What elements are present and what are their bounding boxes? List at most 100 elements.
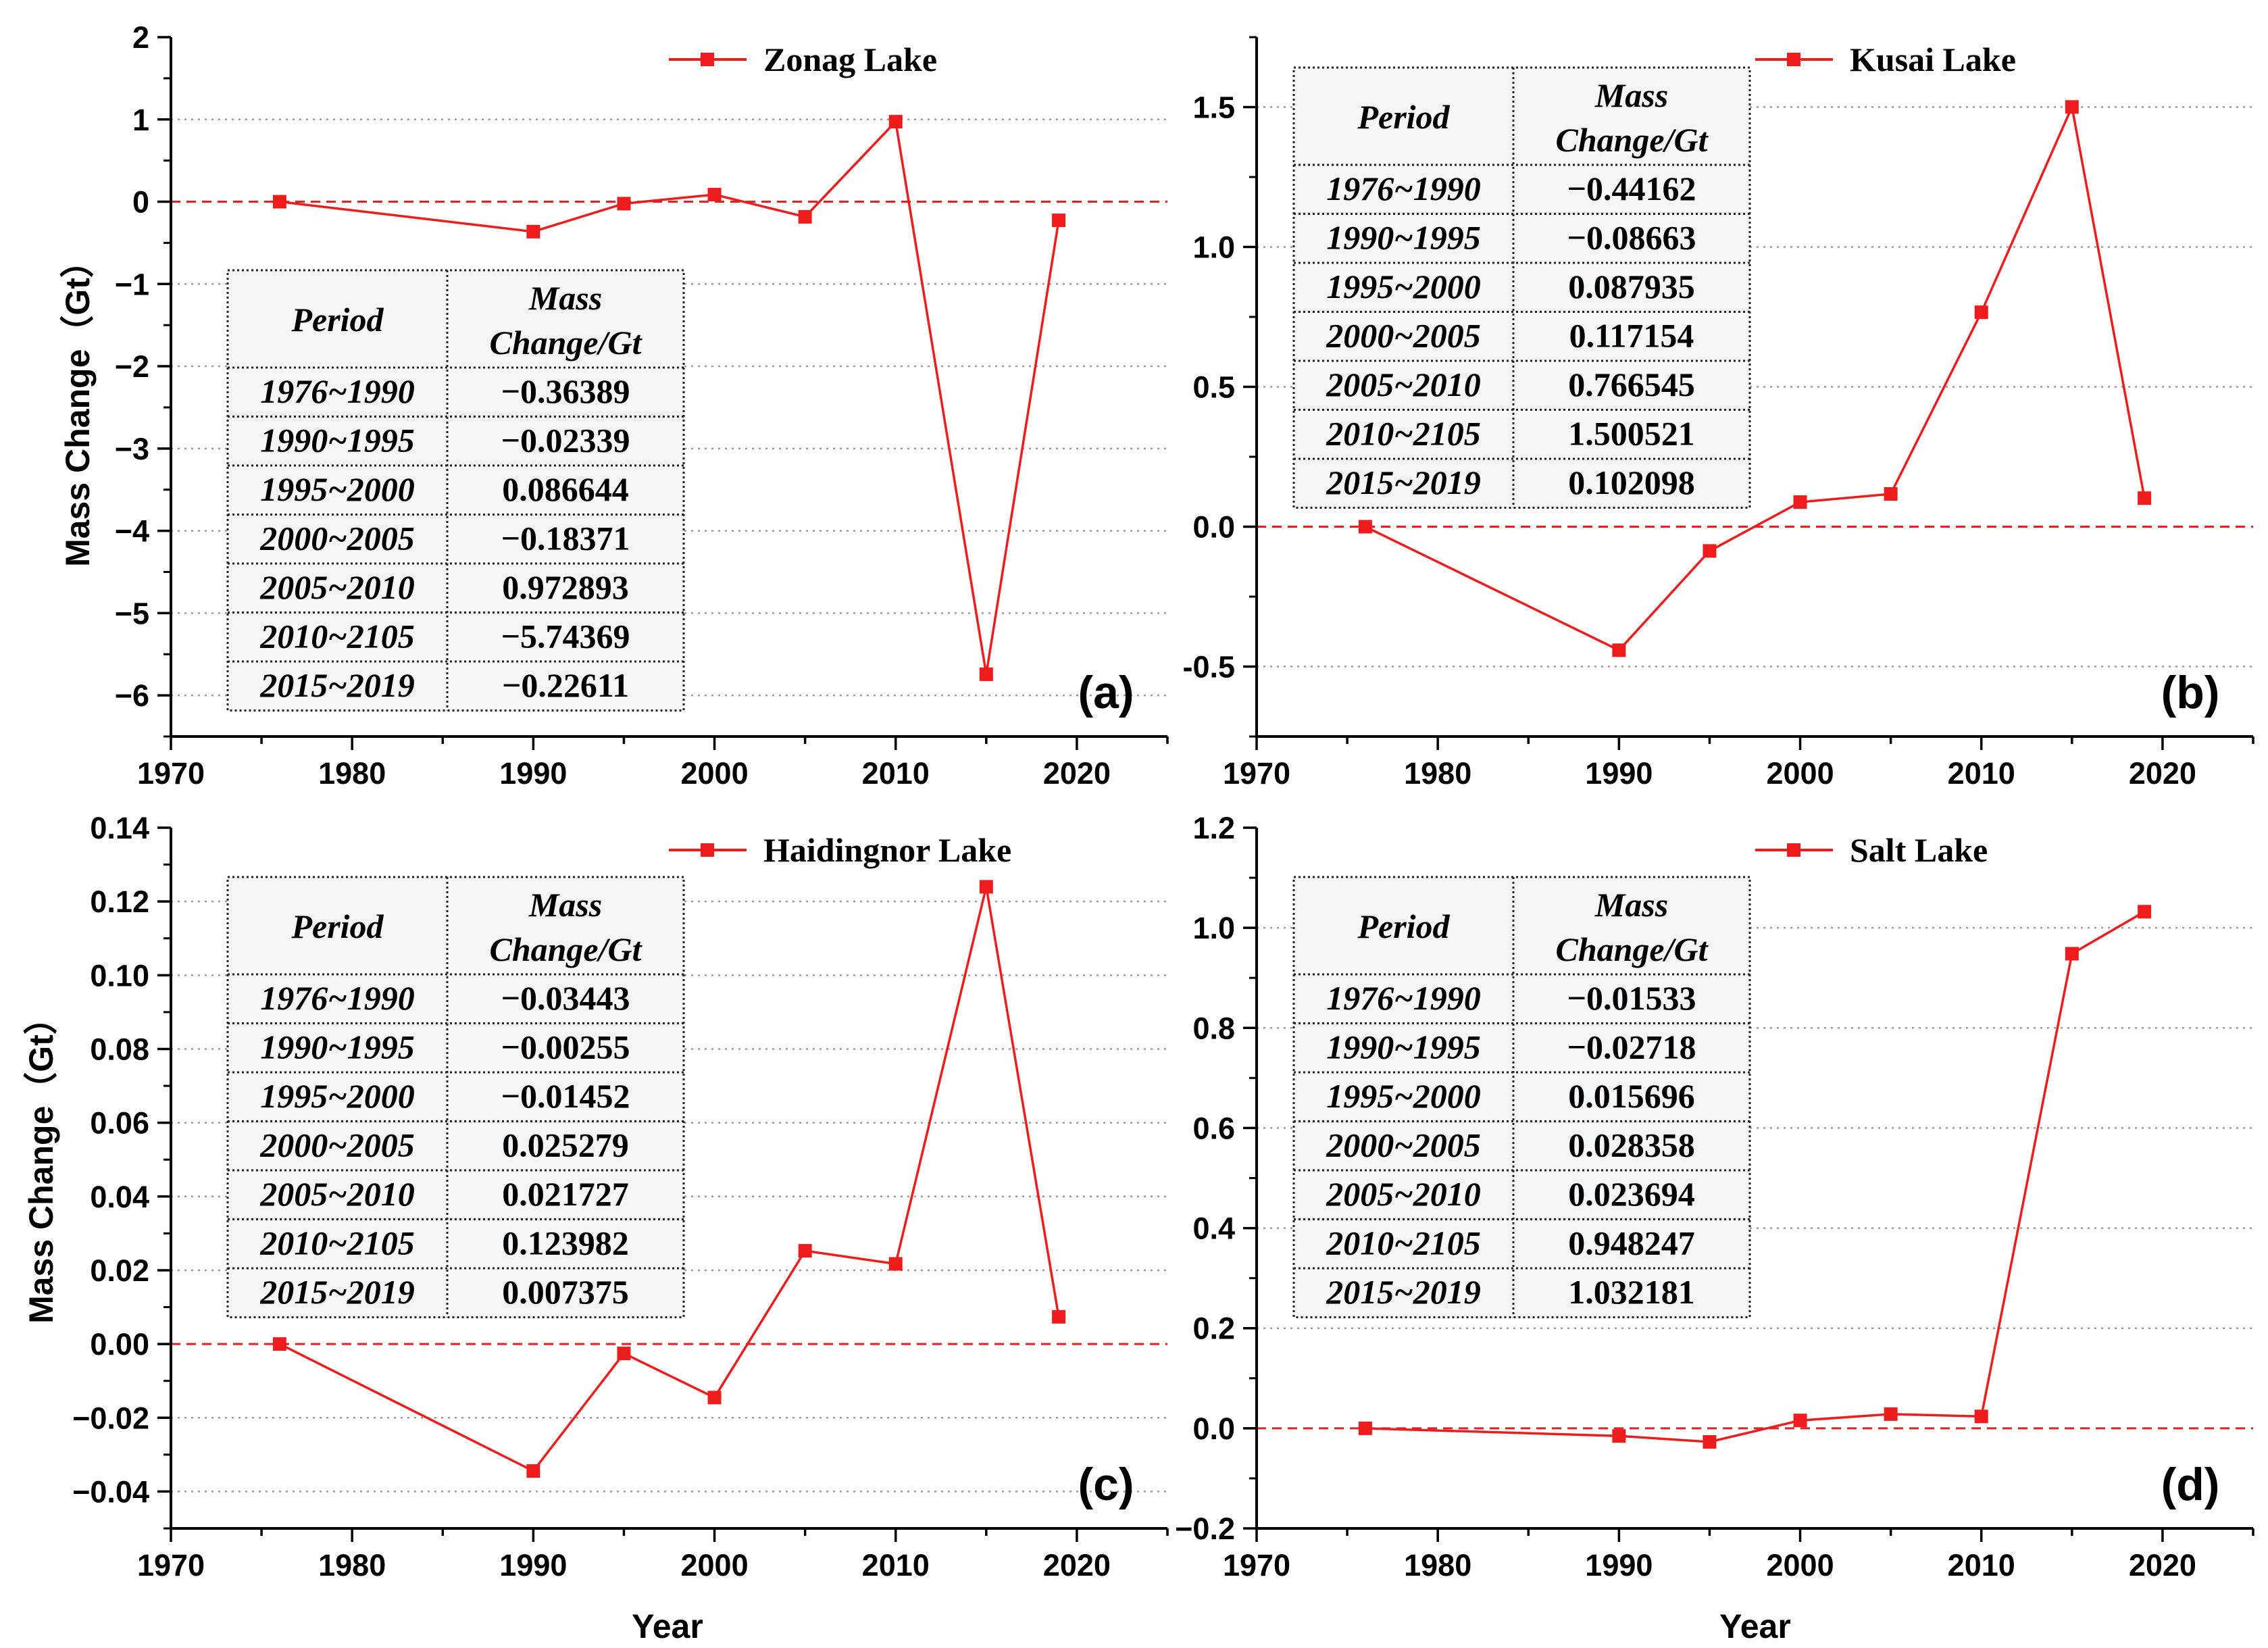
table-cell-mass-change: −0.22611 <box>502 666 629 704</box>
period-table <box>226 876 685 1318</box>
data-point <box>1358 520 1372 534</box>
table-cell-mass-change: 0.015696 <box>1568 1077 1695 1115</box>
table-header-change-gt: Change/Gt <box>1555 930 1709 968</box>
table-cell-period: 1976~1990 <box>260 979 415 1017</box>
legend-marker <box>701 53 714 66</box>
table-header-mass: Mass <box>1594 886 1668 924</box>
table-header-period: Period <box>291 301 384 339</box>
table-cell-mass-change: −5.74369 <box>501 618 630 655</box>
y-tick-label: 0.4 <box>1192 1212 1235 1246</box>
table-cell-period: 1995~2000 <box>1326 268 1481 305</box>
data-point <box>1612 643 1626 657</box>
data-point <box>1358 1421 1372 1435</box>
y-tick-label: 0.08 <box>90 1032 149 1066</box>
data-point <box>798 1244 812 1258</box>
table-cell-mass-change: 0.948247 <box>1568 1224 1695 1262</box>
panel-d: Period Mass Change/Gt 1976~1990 −0.01533 1990… <box>1175 811 2254 1582</box>
table-cell-mass-change: 0.028358 <box>1568 1126 1695 1164</box>
table-cell-period: 2000~2005 <box>1326 317 1481 355</box>
data-point <box>979 667 993 681</box>
x-tick-label: 1990 <box>1585 756 1653 791</box>
y-tick-label: 0.06 <box>90 1106 149 1141</box>
x-tick-label: 1970 <box>137 756 205 791</box>
data-point <box>1052 214 1066 228</box>
table-cell-period: 2010~2105 <box>259 618 415 655</box>
data-point <box>1793 495 1807 509</box>
data-point <box>2138 491 2152 505</box>
panel-a: Period Mass Change/Gt 1976~1990 −0.36389 1990… <box>115 20 1169 791</box>
table-cell-mass-change: 0.117154 <box>1569 317 1694 355</box>
data-point <box>617 1347 631 1361</box>
series-line <box>279 119 1060 675</box>
x-tick-label: 2010 <box>1948 756 2015 791</box>
series-line <box>279 887 1060 1473</box>
table-cell-period: 2015~2019 <box>259 666 415 704</box>
table-cell-period: 1995~2000 <box>1326 1077 1481 1115</box>
y-tick-label: 2 <box>132 20 149 55</box>
data-point <box>1703 1434 1717 1449</box>
y-tick-label: 0.10 <box>90 958 149 993</box>
table-cell-mass-change: −0.36389 <box>501 372 630 410</box>
data-point <box>1884 486 1898 501</box>
table-cell-period: 2015~2019 <box>259 1273 415 1311</box>
table-cell-period: 2010~2105 <box>1326 415 1481 453</box>
legend-label: Haidingnor Lake <box>763 831 1011 869</box>
panel-b: Period Mass Change/Gt 1976~1990 −0.44162 1990… <box>1182 36 2254 791</box>
y-tick-label: 1.0 <box>1192 911 1235 945</box>
table-cell-period: 1995~2000 <box>260 470 415 508</box>
x-tick-label: 1990 <box>499 1548 567 1582</box>
panel-c: Period Mass Change/Gt 1976~1990 −0.03443 1990… <box>72 811 1169 1582</box>
y-tick-label: −0.04 <box>72 1474 149 1509</box>
table-cell-mass-change: 1.032181 <box>1568 1273 1695 1311</box>
x-tick-label: 1980 <box>318 1548 386 1582</box>
table-header-period: Period <box>1357 98 1450 136</box>
data-point <box>272 195 286 209</box>
x-tick-label: 2020 <box>1043 756 1111 791</box>
table-cell-period: 2000~2005 <box>259 1126 415 1164</box>
table-cell-period: 2005~2010 <box>259 1175 415 1213</box>
data-point <box>1052 1309 1066 1324</box>
series-line <box>1365 910 2145 1443</box>
data-point <box>888 1257 903 1271</box>
y-tick-label: 0.0 <box>1192 510 1235 545</box>
data-point <box>1974 1409 1988 1424</box>
data-point <box>272 1337 286 1351</box>
x-tick-label: 2000 <box>680 756 748 791</box>
y-tick-label: 0.04 <box>90 1180 149 1214</box>
y-tick-label: −0.2 <box>1175 1512 1235 1546</box>
data-point <box>1793 1414 1807 1428</box>
x-tick-label: 2000 <box>680 1548 748 1582</box>
x-tick-label: 1990 <box>1585 1548 1653 1582</box>
table-cell-mass-change: 0.025279 <box>502 1126 629 1164</box>
y-tick-label: −3 <box>115 432 149 466</box>
y-tick-label: −5 <box>115 596 149 630</box>
y-tick-label: 1 <box>132 103 149 137</box>
x-tick-label: 2000 <box>1766 756 1834 791</box>
y-tick-label: 0.14 <box>90 811 149 845</box>
table-cell-mass-change: 0.086644 <box>502 470 629 508</box>
table-cell-period: 1990~1995 <box>1326 1028 1481 1066</box>
x-tick-label: 1980 <box>1404 1548 1471 1582</box>
table-cell-period: 2000~2005 <box>259 520 415 557</box>
legend-marker <box>1787 843 1800 857</box>
y-tick-label: 0.6 <box>1192 1111 1235 1145</box>
x-tick-label: 1970 <box>137 1548 205 1582</box>
table-cell-mass-change: 0.123982 <box>502 1224 629 1262</box>
period-table <box>1292 66 1751 509</box>
legend-label: Zonag Lake <box>763 41 937 78</box>
data-point <box>2138 905 2152 919</box>
x-tick-label: 2010 <box>862 1548 930 1582</box>
data-point <box>526 224 540 239</box>
data-point <box>707 1391 722 1405</box>
y-tick-label: −1 <box>115 267 149 301</box>
table-cell-period: 1976~1990 <box>1326 979 1481 1017</box>
data-point <box>617 197 631 211</box>
x-axis-title-right: Year <box>1719 1607 1791 1645</box>
table-cell-mass-change: 0.021727 <box>502 1175 629 1213</box>
table-cell-mass-change: −0.01533 <box>1567 979 1696 1017</box>
x-tick-label: 1970 <box>1223 756 1290 791</box>
table-header-period: Period <box>291 907 384 945</box>
legend-marker <box>1787 53 1800 66</box>
legend-label: Kusai Lake <box>1850 41 2016 78</box>
